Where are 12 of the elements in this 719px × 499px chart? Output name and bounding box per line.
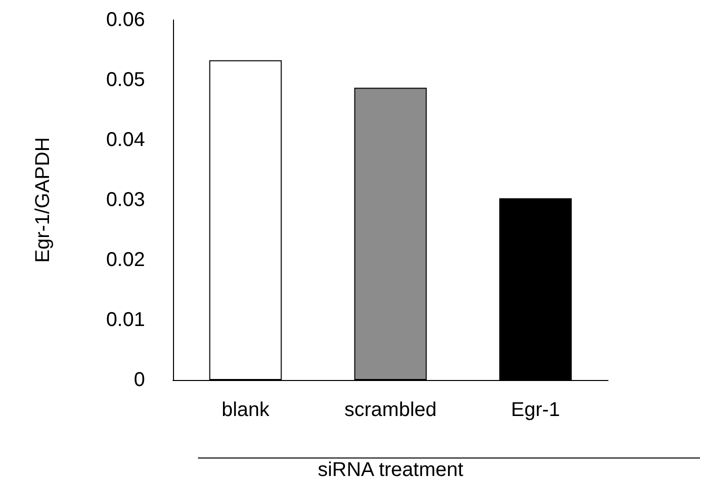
y-tick-label: 0 xyxy=(134,369,145,391)
y-tick-label: 0.01 xyxy=(106,309,145,331)
x-tick-label: scrambled xyxy=(344,399,437,421)
y-tick-label: 0.06 xyxy=(106,9,145,31)
x-tick-label: blank xyxy=(222,399,270,421)
x-tick-label: Egr-1 xyxy=(511,399,560,421)
x-axis-title: siRNA treatment xyxy=(318,459,464,481)
y-tick-label: 0.02 xyxy=(106,249,145,271)
y-tick-label: 0.04 xyxy=(106,129,145,151)
y-tick-label: 0.03 xyxy=(106,189,145,211)
y-tick-label: 0.05 xyxy=(106,69,145,91)
y-axis-title: Egr-1/GAPDH xyxy=(32,137,54,263)
